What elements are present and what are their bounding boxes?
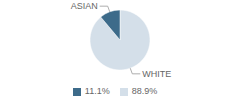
html-text:88.9%: 88.9% bbox=[131, 86, 158, 96]
html-text:11.1%: 11.1% bbox=[84, 86, 110, 96]
svg-text:WHITE: WHITE bbox=[142, 69, 171, 79]
svg-text:ASIAN: ASIAN bbox=[71, 1, 98, 11]
